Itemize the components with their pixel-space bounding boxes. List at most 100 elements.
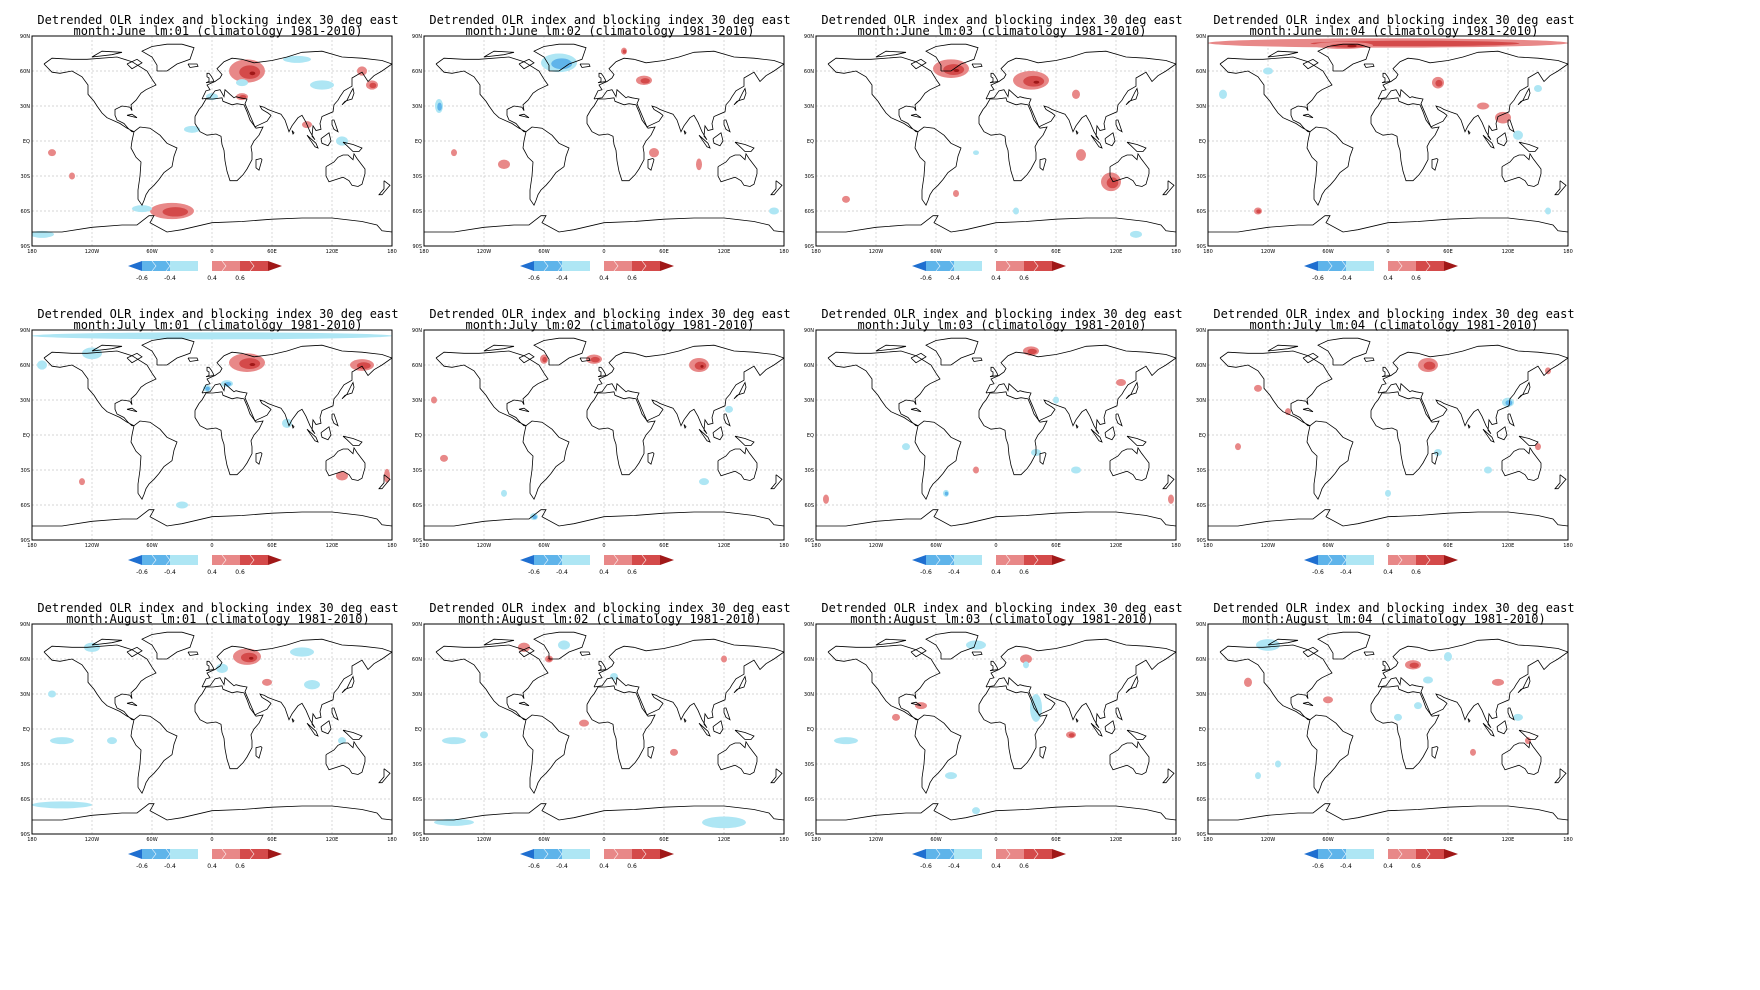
coastline (320, 426, 332, 441)
lon-tick-label: 60E (659, 837, 669, 843)
colorbar: -0.6 -0.4 0.4 0.6 (128, 848, 282, 870)
coastline (126, 352, 143, 364)
coastline (194, 391, 264, 476)
lon-tick-label: 0 (1386, 249, 1389, 255)
positive-anomaly-area (1023, 75, 1045, 87)
panel-title: Detrended OLR index and blocking index 3… (37, 601, 399, 615)
coastline (1317, 631, 1371, 660)
colorbar-label: -0.6 (528, 863, 540, 870)
lat-tick-label: 60S (20, 797, 30, 803)
positive-anomaly-area (384, 468, 390, 483)
coastline (1075, 130, 1079, 135)
positive-anomaly-area (1347, 44, 1357, 48)
lon-tick-label: 60E (267, 249, 277, 255)
positive-anomaly-area (892, 713, 900, 721)
lon-tick-label: 60W (146, 837, 157, 843)
coastline (126, 646, 143, 658)
lon-tick-label: 60W (538, 837, 549, 843)
lat-tick-label: 90N (20, 34, 30, 40)
negative-anomaly-area (725, 405, 733, 413)
lat-tick-label: EQ (1199, 433, 1206, 439)
map-panel: Detrended OLR index and blocking index 3… (1194, 308, 1594, 608)
coastline (533, 337, 587, 366)
coastline (1104, 426, 1116, 441)
coastline (723, 707, 731, 721)
positive-anomaly-area (440, 454, 448, 462)
coastline (1126, 435, 1147, 446)
coastline (1306, 714, 1354, 795)
colorbar: -0.6 -0.4 0.4 0.6 (912, 554, 1066, 576)
coastline (1496, 426, 1508, 441)
negative-anomaly-area (944, 491, 949, 496)
coastline (985, 50, 1176, 141)
coastline (424, 509, 784, 527)
coastline (306, 722, 319, 737)
coastline (325, 152, 366, 187)
coastline (32, 215, 392, 233)
lat-tick-label: 30S (412, 174, 422, 180)
positive-anomaly-area (1470, 748, 1476, 756)
lat-tick-label: 30S (20, 762, 30, 768)
lat-tick-label: 90N (804, 328, 814, 334)
coastline (342, 435, 363, 446)
lat-tick-label: 90S (412, 538, 422, 544)
coastline (723, 119, 731, 133)
panel-subtitle: month:August lm:02 (climatology 1981-201… (458, 612, 762, 626)
colorbar-label: -0.4 (556, 569, 568, 576)
coastline (1126, 729, 1147, 740)
positive-anomaly-area (542, 356, 547, 363)
coastline (435, 56, 549, 133)
positive-anomaly-area (1072, 89, 1080, 99)
coastline (187, 357, 199, 362)
coastline (205, 660, 215, 672)
lon-tick-label: 0 (602, 837, 605, 843)
positive-anomaly-area (1106, 177, 1119, 189)
colorbar: -0.6 -0.4 0.4 0.6 (128, 260, 282, 282)
negative-anomaly-area (50, 737, 74, 745)
colorbar-label: -0.6 (528, 569, 540, 576)
negative-anomaly-area (32, 332, 392, 340)
negative-anomaly-area (1423, 676, 1433, 684)
coastline (717, 152, 758, 187)
coastline (1126, 141, 1147, 152)
lat-tick-label: EQ (23, 727, 30, 733)
lon-tick-label: 60E (1443, 543, 1453, 549)
coastline (43, 644, 157, 721)
negative-anomaly-area (1023, 661, 1029, 669)
lon-tick-label: 180 (27, 837, 37, 843)
lon-tick-label: 120E (326, 249, 339, 255)
lon-tick-label: 60W (930, 837, 941, 843)
lat-tick-label: 60N (412, 363, 422, 369)
panel-subtitle: month:August lm:04 (climatology 1981-201… (1242, 612, 1546, 626)
panel-title: Detrended OLR index and blocking index 3… (429, 601, 791, 615)
coastline (1467, 424, 1471, 429)
lon-tick-label: 60E (1443, 837, 1453, 843)
lat-tick-label: 30S (804, 762, 814, 768)
lon-tick-label: 180 (779, 837, 789, 843)
panel-subtitle: month:June lm:02 (climatology 1981-2010) (465, 24, 755, 38)
coastline (723, 413, 731, 427)
lat-tick-label: 60S (20, 209, 30, 215)
negative-anomaly-area (290, 647, 314, 657)
coastline (989, 660, 999, 672)
coastline (331, 707, 339, 721)
lon-tick-label: 120E (1502, 543, 1515, 549)
lat-tick-label: 90S (804, 832, 814, 838)
positive-anomaly-area (953, 190, 959, 197)
coastline (579, 651, 591, 656)
positive-anomaly-area (622, 49, 627, 54)
lat-tick-label: 60S (20, 503, 30, 509)
lat-tick-label: 60N (1196, 69, 1206, 75)
colorbar-label: 0.4 (599, 275, 609, 282)
coastline (925, 337, 979, 366)
lon-tick-label: 60E (1443, 249, 1453, 255)
lat-tick-label: 30S (1196, 468, 1206, 474)
coastline (1517, 87, 1531, 106)
coastline (435, 350, 549, 427)
colorbar-label: 0.6 (1019, 275, 1029, 282)
coastline (483, 50, 515, 58)
